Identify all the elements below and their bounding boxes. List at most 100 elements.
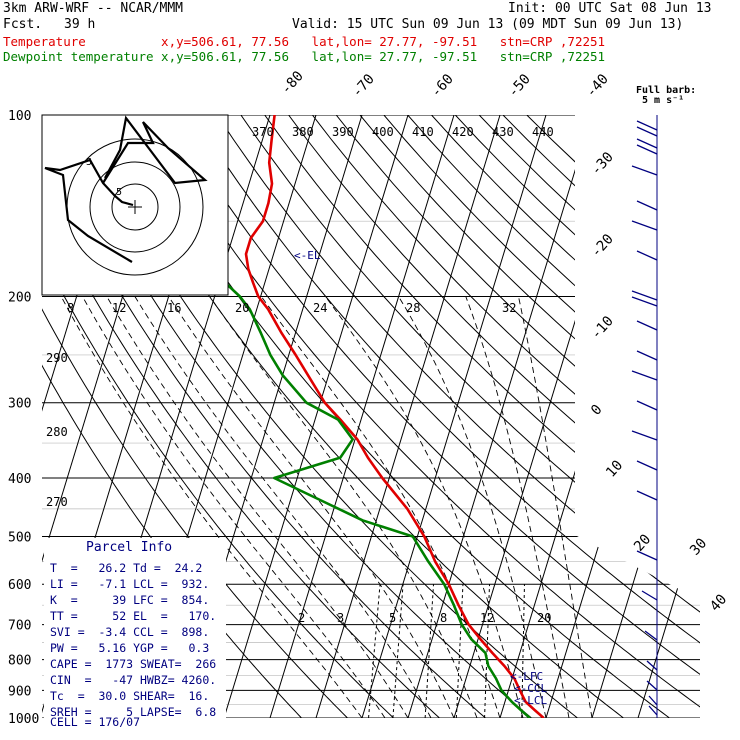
hodograph-ring: [89, 161, 181, 253]
isotherm-label: -40: [583, 71, 612, 101]
hodograph-scale-label: 12: [112, 301, 126, 315]
pressure-tick-label: 1000: [8, 712, 39, 727]
hodograph-ring-label: 5: [86, 157, 92, 168]
parcel-info-title: Parcel Info: [86, 540, 173, 555]
hodograph-scale-label: 28: [406, 301, 420, 315]
dry-adiabat-line: [526, 115, 700, 718]
moist-adiabat-line: [518, 296, 593, 718]
wind-barb: [631, 165, 658, 176]
parcel-row: TT = 52 EL = 170.: [50, 609, 217, 623]
wind-barb: [641, 590, 658, 601]
isotherm-label: -30: [588, 149, 617, 179]
init-time: Init: 00 UTC Sat 08 Jun 13: [508, 1, 712, 16]
moist-adiabat-line: [82, 296, 386, 718]
barb-note-line2: 5 m s⁻¹: [642, 95, 685, 106]
wind-barb: [631, 430, 658, 441]
isotherm-label: 10: [603, 457, 626, 480]
mixing-ratio-line: [455, 584, 464, 718]
wind-barb: [646, 680, 658, 691]
wind-barb: [631, 296, 658, 307]
theta-e-label: 380: [292, 125, 314, 139]
temperature-legend: Temperature x,y=506.61, 77.56 lat,lon= 2…: [3, 34, 606, 49]
dry-adiabat-line: [168, 115, 700, 718]
theta-e-label: 440: [532, 125, 554, 139]
dry-adiabat-line: [42, 115, 408, 718]
wind-barb: [648, 695, 658, 706]
pressure-tick-label: 100: [8, 109, 31, 124]
isotherm-label: -10: [588, 313, 617, 343]
moist-adiabat-line: [168, 296, 455, 718]
dry-adiabat-line: [97, 115, 641, 718]
mixing-ratio-label: 12: [480, 611, 494, 625]
isotherm-line: [223, 115, 409, 718]
wind-barb: [636, 460, 658, 471]
isotherm-label: 30: [687, 535, 710, 558]
theta-e-label: 390: [332, 125, 354, 139]
dry-adiabat-line: [359, 115, 700, 718]
moist-adiabat-line: [465, 296, 570, 718]
mixing-ratio-line: [484, 584, 491, 718]
moist-adiabat-line: [60, 296, 363, 718]
parcel-row: LI = -7.1 LCL = 932.: [50, 577, 210, 591]
level-label: <-LCL: [514, 694, 547, 707]
dry-adiabat-line: [383, 115, 700, 718]
level-label: <-CCL: [514, 682, 547, 695]
wind-barb: [636, 490, 658, 501]
isotherm-label: 40: [707, 591, 730, 614]
isotherm-label: -80: [278, 68, 307, 98]
mixing-ratio-line: [368, 584, 381, 718]
dry-adiabat-line: [312, 115, 700, 718]
isotherm-label: -60: [428, 71, 457, 101]
hodograph-trace: [44, 158, 134, 263]
wind-barb: [644, 630, 658, 641]
theta-e-label: 370: [252, 125, 274, 139]
moist-adiabat-line: [134, 296, 432, 718]
pressure-tick-label: 700: [8, 619, 31, 634]
pressure-tick-label: 400: [8, 472, 31, 487]
model-title: 3km ARW-WRF -- NCAR/MMM: [3, 1, 184, 16]
mixing-ratio-line: [424, 584, 435, 718]
parcel-row: Tc = 30.0 SHEAR= 16.: [50, 689, 210, 703]
parcel-row: CIN = -47 HWBZ= 4260.: [50, 673, 217, 687]
dry-adiabat-label: 270: [46, 495, 68, 509]
pressure-tick-label: 300: [8, 397, 31, 412]
dry-adiabat-label: 280: [46, 425, 68, 439]
wind-barb: [636, 320, 658, 331]
isotherm-line: [315, 115, 501, 718]
mixing-ratio-label: 20: [537, 611, 551, 625]
pressure-tick-label: 900: [8, 684, 31, 699]
wind-barb: [636, 126, 658, 137]
theta-e-label: 400: [372, 125, 394, 139]
hodograph-scale-label: 8: [67, 301, 74, 315]
dry-adiabat-line: [192, 115, 700, 718]
parcel-row: SREH = 5 LAPSE= 6.8: [50, 705, 217, 719]
mixing-ratio-label: 2: [298, 611, 305, 625]
hodograph-scale-label: 32: [502, 301, 516, 315]
dry-adiabat-line: [145, 115, 700, 718]
parcel-info-panel: Parcel Info T = 26.2 Td = 24.2 LI = -7.1…: [44, 538, 226, 728]
forecast-hour: 39 h: [64, 17, 96, 32]
dry-adiabat-line: [240, 115, 700, 718]
parcel-row: K = 39 LFC = 854.: [50, 593, 210, 607]
wind-barb: [636, 400, 658, 411]
hodograph-ring: [111, 183, 159, 231]
isotherm-line: [269, 115, 455, 718]
dry-adiabat-line: [335, 115, 700, 718]
wind-barb: [636, 550, 658, 561]
wind-barb: [631, 290, 658, 301]
forecast-label: Fcst.: [3, 17, 43, 32]
parcel-row: CAPE = 1773 SWEAT= 266: [50, 657, 217, 671]
pressure-tick-label: 600: [8, 578, 31, 593]
moist-adiabat-line: [209, 296, 478, 718]
hodograph-ring-label: 5: [116, 187, 122, 198]
wind-barb: [636, 144, 658, 155]
pressure-tick-label: 800: [8, 654, 31, 669]
level-label: <-EL: [294, 249, 321, 262]
level-label: <-LFC: [510, 670, 543, 683]
plot-area: [42, 115, 700, 718]
wind-barb: [636, 200, 658, 211]
pressure-tick-label: 500: [8, 530, 31, 545]
dry-adiabat-line: [49, 115, 548, 718]
theta-e-label: 410: [412, 125, 434, 139]
wind-barb: [636, 120, 658, 131]
